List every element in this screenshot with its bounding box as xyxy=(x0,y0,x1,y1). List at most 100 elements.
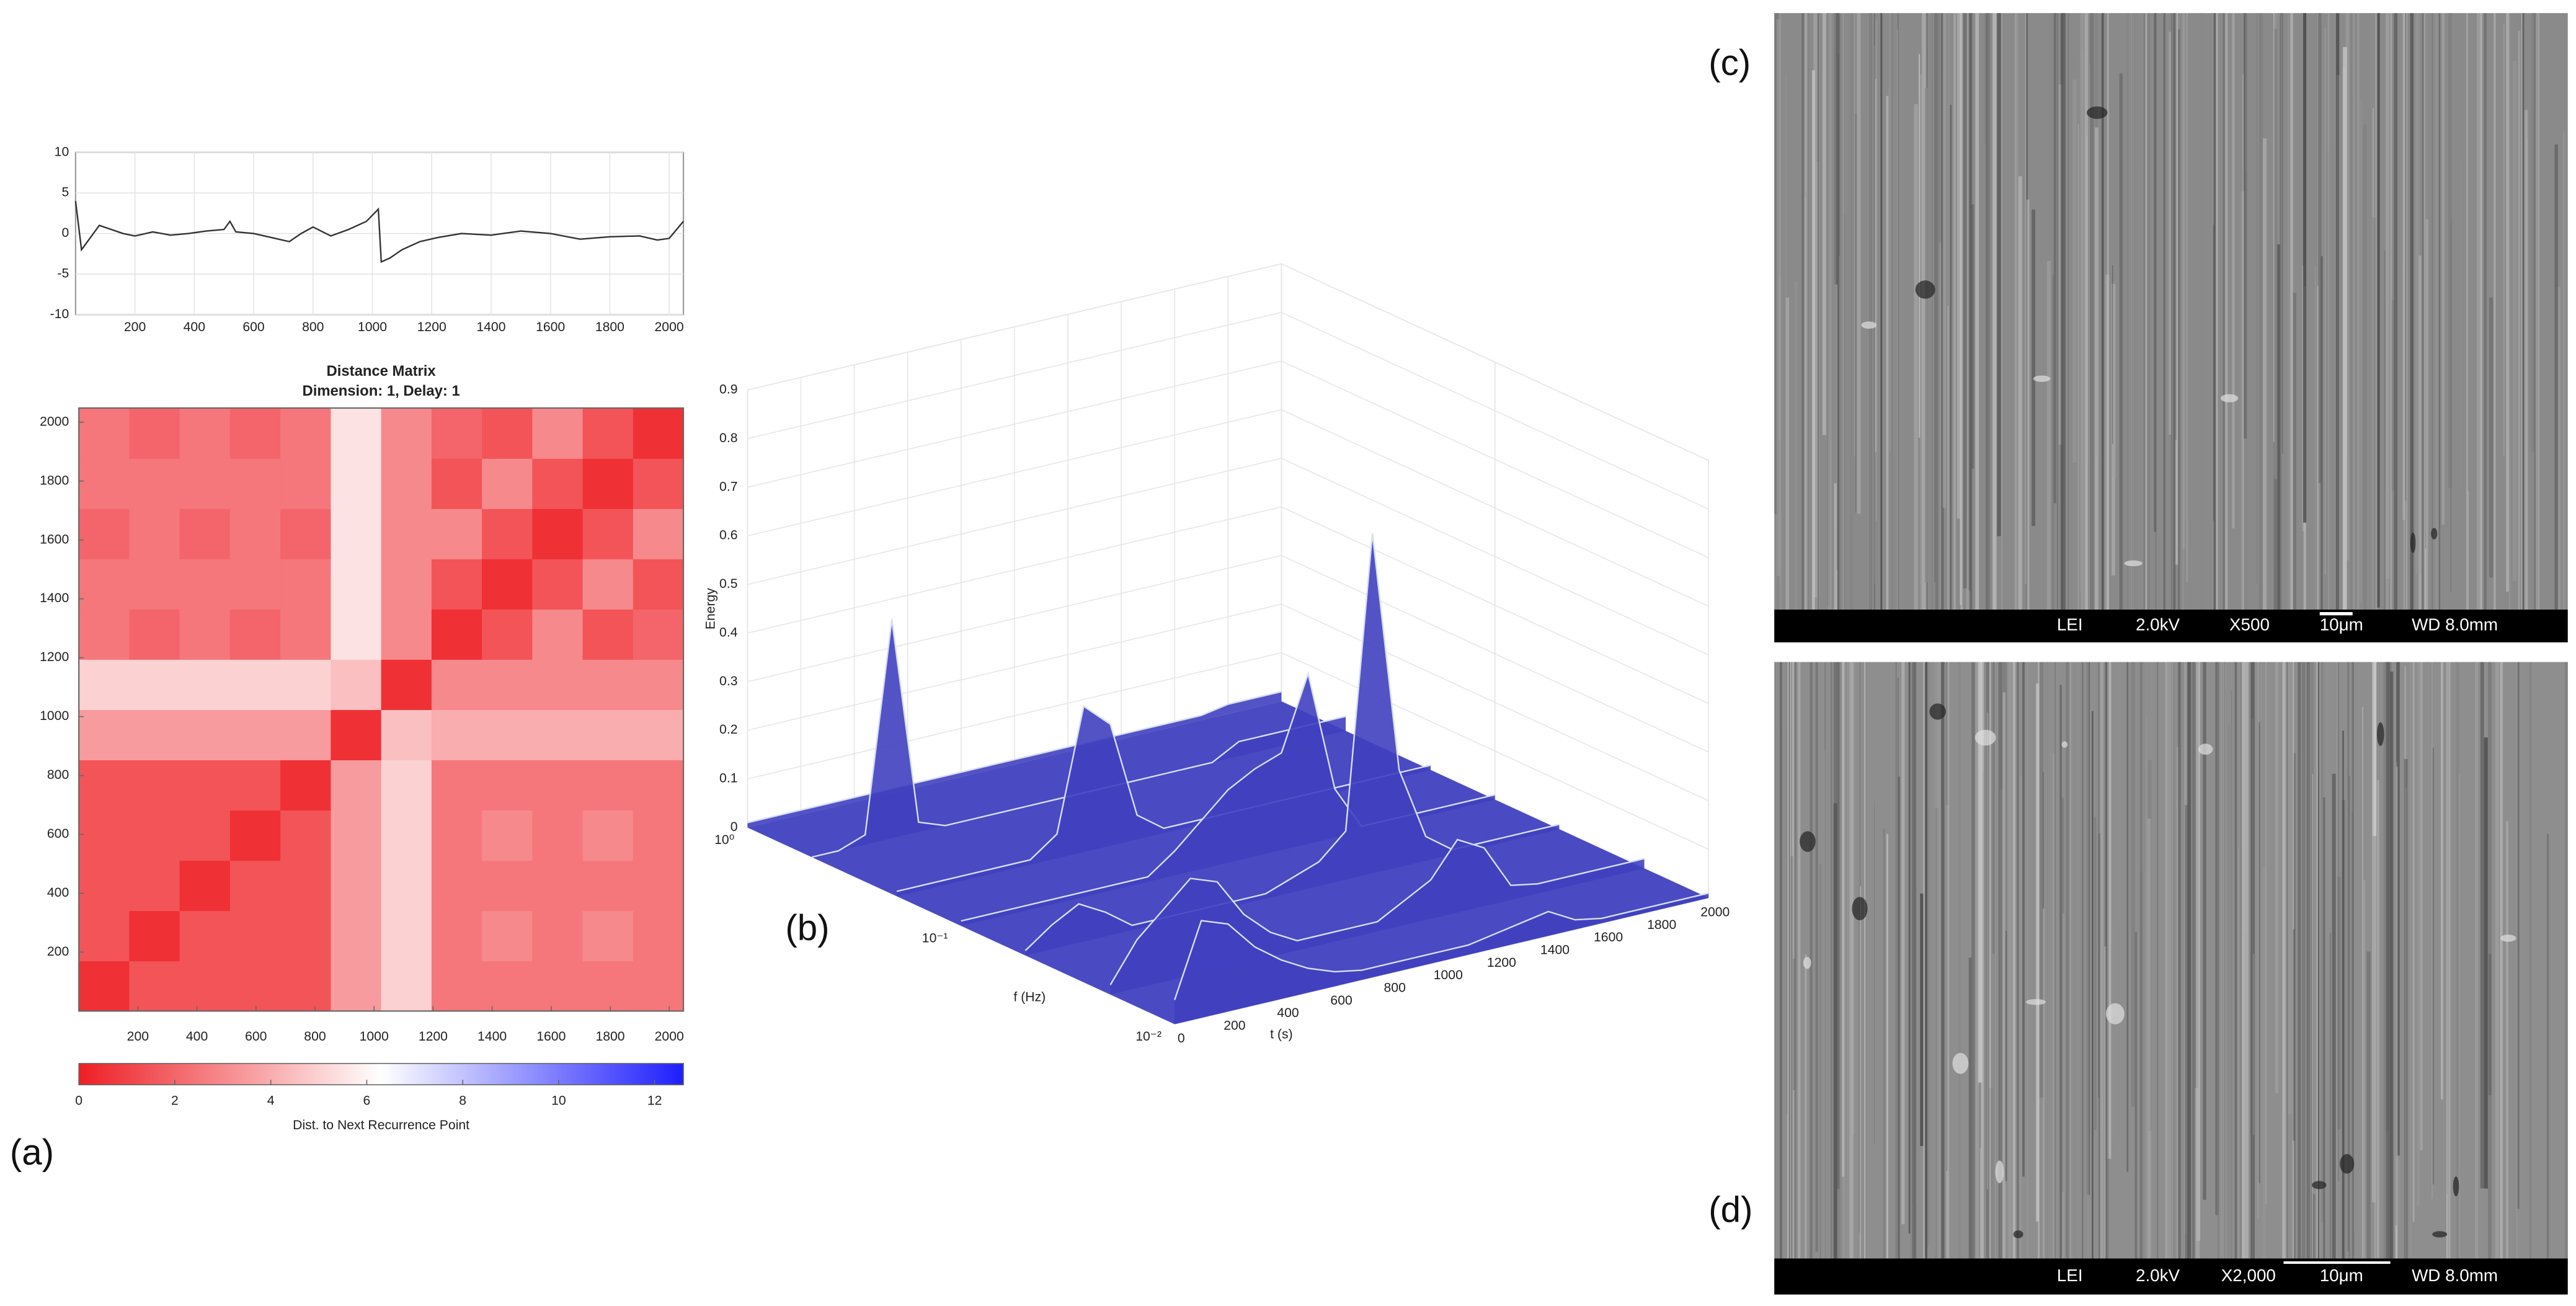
heatmap-cell xyxy=(381,860,432,912)
heatmap-cell xyxy=(633,659,684,710)
heatmap-cell xyxy=(229,709,281,760)
sem-streak xyxy=(2476,13,2481,610)
sem-particle xyxy=(2432,1231,2448,1238)
heatmap-cell xyxy=(129,659,180,710)
sem-streak xyxy=(2026,199,2030,610)
sem-streak xyxy=(2041,837,2043,1259)
sem-streak xyxy=(2179,662,2183,1259)
sem-streak xyxy=(2418,255,2422,610)
sem-streak xyxy=(2203,662,2206,1200)
sem-streak xyxy=(2139,167,2141,610)
sem-streak xyxy=(2238,848,2239,1259)
sem-streak xyxy=(2046,662,2048,1259)
sem-streak xyxy=(2053,13,2056,504)
sem-streak xyxy=(1782,731,1787,1259)
colorbar-tick-label: 8 xyxy=(459,1093,466,1108)
heatmap-cell xyxy=(633,559,684,610)
sem-streak xyxy=(1911,662,1914,1259)
sem-streak xyxy=(2474,662,2479,1259)
sem-streak xyxy=(2484,13,2487,610)
sem-particle xyxy=(1800,831,1816,852)
sem-streak xyxy=(2494,13,2496,610)
sem-streak xyxy=(2438,13,2441,610)
sem-particle xyxy=(2410,532,2416,553)
grid-line xyxy=(747,409,1282,536)
sem-streak xyxy=(2063,13,2066,610)
sem-streak xyxy=(2390,672,2394,1259)
sem-streak xyxy=(2155,13,2157,610)
sem-streak xyxy=(2315,662,2316,1259)
sem-streak xyxy=(2182,13,2185,549)
heatmap-cell xyxy=(381,458,432,509)
sem-streak xyxy=(1975,13,1979,610)
sem-particle xyxy=(2025,999,2046,1005)
sem-streak xyxy=(1924,662,1927,1259)
colorbar-tick-label: 10 xyxy=(551,1093,566,1108)
sem-streak xyxy=(2245,171,2247,610)
x-tick-label: 1400 xyxy=(1540,943,1570,957)
sem-streak xyxy=(2080,13,2082,593)
sem-particle xyxy=(2376,722,2384,746)
colorbar-tick-label: 0 xyxy=(75,1093,82,1108)
sem-streak xyxy=(2536,13,2540,610)
sem-streak xyxy=(1987,713,1989,1189)
sem-streak xyxy=(2245,662,2249,1259)
y-tick-label: 10 xyxy=(55,144,69,159)
sem-streak xyxy=(2062,913,2065,1259)
heatmap-cell xyxy=(229,961,281,1012)
sem-streak xyxy=(1908,662,1911,1234)
sem-streak xyxy=(1805,13,1808,610)
sem-streak xyxy=(1968,957,1972,1259)
sem-streak xyxy=(1886,96,1889,610)
sem-streak xyxy=(2098,833,2100,1259)
grid-line xyxy=(747,506,1282,634)
sem-streak xyxy=(1881,13,1883,610)
sem-streak xyxy=(2466,13,2469,610)
sem-streak xyxy=(1849,662,1854,1259)
sem-streak xyxy=(2042,908,2045,1259)
x-axis-title: t (s) xyxy=(1270,1028,1292,1042)
x-tick-label: 200 xyxy=(124,320,146,334)
heatmap-cell xyxy=(532,659,584,710)
x-tick-label: 1400 xyxy=(477,1029,507,1044)
sem-streak xyxy=(2092,711,2094,1259)
x-tick-label: 600 xyxy=(245,1029,267,1044)
x-tick-label: 2000 xyxy=(655,320,684,334)
heatmap-cell xyxy=(280,659,332,710)
heatmap-cell xyxy=(331,609,382,660)
sem-streak xyxy=(2215,13,2218,610)
surface-ridge xyxy=(747,691,1282,824)
heatmap-cell xyxy=(482,760,533,811)
heatmap-cell xyxy=(129,910,180,962)
heatmap-cell xyxy=(229,810,281,861)
grid-line xyxy=(1281,263,1709,461)
sem-streak xyxy=(2255,13,2258,584)
z-tick-label: 0.5 xyxy=(719,577,737,591)
sem-streak xyxy=(2420,662,2423,1150)
sem-streak xyxy=(1881,295,1885,610)
sem-streak xyxy=(2277,244,2280,610)
sem-streak xyxy=(2391,300,2395,492)
heatmap-cell xyxy=(129,961,180,1012)
sem-streak xyxy=(2342,731,2344,1259)
sem-streak xyxy=(2126,13,2131,610)
heatmap-cell xyxy=(229,760,281,811)
sem-streak xyxy=(2484,737,2488,1189)
grid-line xyxy=(1281,652,1709,850)
sem-streak xyxy=(2377,780,2379,1259)
y-tick-label: 600 xyxy=(47,827,69,841)
sem-streak xyxy=(2292,293,2296,610)
heatmap-cell xyxy=(431,458,482,509)
sem-streak xyxy=(1975,662,1979,1259)
sem-streak xyxy=(2025,13,2027,584)
sem-streak xyxy=(2186,13,2188,582)
z-tick-label: 0 xyxy=(731,820,738,834)
heatmap-cell xyxy=(381,760,432,811)
sem-streak xyxy=(1958,662,1961,1259)
x-tick-label: 800 xyxy=(304,1029,326,1044)
heatmap-cell xyxy=(129,810,180,861)
sem-streak xyxy=(1798,662,1801,1259)
heatmap-cell xyxy=(582,559,634,610)
grid-line xyxy=(1281,360,1709,559)
sem-particle xyxy=(2198,744,2213,755)
